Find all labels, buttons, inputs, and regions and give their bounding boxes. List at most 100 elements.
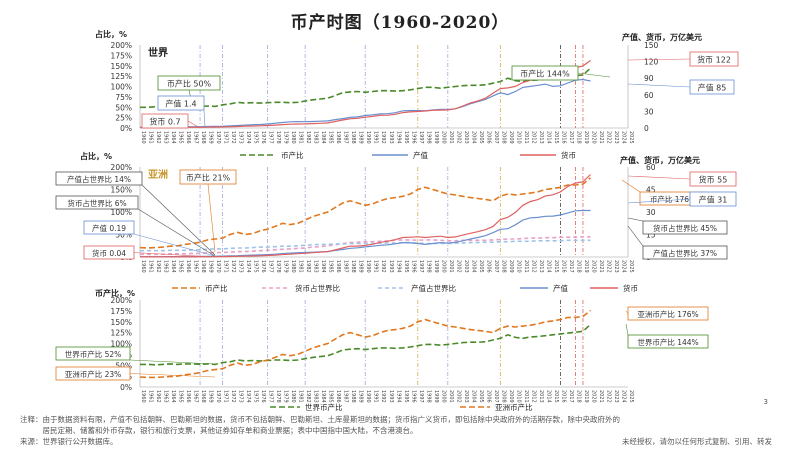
x-tick-label: 2022 bbox=[605, 260, 611, 273]
annotation-label: 币产比 176% bbox=[650, 194, 696, 204]
x-tick-label: 2015 bbox=[553, 260, 559, 273]
y-tick-label-right: 0 bbox=[644, 124, 649, 133]
x-tick-label: 1962 bbox=[155, 260, 161, 273]
annotation-box bbox=[83, 220, 135, 235]
annotation-leader bbox=[129, 359, 216, 365]
x-tick-label: 2005 bbox=[478, 131, 484, 144]
x-tick-label: 2025 bbox=[628, 390, 634, 403]
x-tick-label: 1971 bbox=[223, 131, 229, 144]
panel-title: 世界 bbox=[148, 46, 168, 59]
x-tick-label: 1967 bbox=[193, 260, 199, 273]
annotation-leader bbox=[627, 225, 644, 247]
x-tick-label: 1961 bbox=[148, 131, 154, 144]
page-number: 3 bbox=[763, 398, 768, 406]
x-tick-label: 1982 bbox=[305, 390, 311, 403]
y-tick-label: 150% bbox=[111, 318, 132, 327]
annotation-box bbox=[55, 171, 143, 186]
annotation-label: 产值 1.4 bbox=[165, 99, 196, 109]
x-tick-label: 1961 bbox=[148, 260, 154, 273]
x-tick-label: 1969 bbox=[208, 131, 214, 144]
x-tick-label: 1994 bbox=[395, 260, 401, 273]
x-tick-label: 1968 bbox=[200, 390, 206, 403]
x-tick-label: 1967 bbox=[193, 131, 199, 144]
x-tick-label: 2009 bbox=[508, 260, 514, 273]
annotation-label: 币产比 144% bbox=[520, 69, 570, 79]
y-tick-label-right: 90 bbox=[644, 74, 654, 83]
annotation-leader bbox=[627, 83, 691, 88]
x-tick-label: 2023 bbox=[613, 131, 619, 144]
x-tick-label: 1987 bbox=[343, 260, 349, 273]
y-tick-label: 50% bbox=[115, 103, 132, 112]
x-tick-label: 1964 bbox=[170, 260, 176, 273]
x-tick-label: 2012 bbox=[530, 260, 536, 273]
x-tick-label: 1998 bbox=[425, 260, 431, 273]
x-tick-label: 1976 bbox=[260, 260, 266, 273]
x-tick-label: 1968 bbox=[200, 260, 206, 273]
x-tick-label: 1966 bbox=[185, 131, 191, 144]
x-tick-label: 1989 bbox=[358, 390, 364, 403]
x-tick-label: 2025 bbox=[628, 131, 634, 144]
annotation-leader bbox=[621, 179, 641, 193]
x-tick-label: 2005 bbox=[478, 390, 484, 403]
x-tick-label: 2014 bbox=[545, 390, 551, 403]
series-line bbox=[140, 236, 591, 256]
x-tick-label: 1990 bbox=[365, 131, 371, 144]
y-tick-label-right: 120 bbox=[644, 58, 659, 67]
x-tick-label: 1990 bbox=[365, 260, 371, 273]
x-tick-label: 2001 bbox=[448, 260, 454, 273]
x-tick-label: 1993 bbox=[388, 390, 394, 403]
y-tick-label: 0% bbox=[120, 383, 132, 392]
x-tick-label: 1971 bbox=[223, 260, 229, 273]
x-tick-label: 2015 bbox=[553, 131, 559, 144]
annotation-leader bbox=[187, 120, 201, 129]
annotation-label: 货币 0.04 bbox=[92, 248, 126, 258]
x-tick-label: 1977 bbox=[268, 390, 274, 403]
x-tick-label: 2011 bbox=[523, 390, 529, 403]
x-tick-label: 1963 bbox=[163, 131, 169, 144]
y-tick-label: 125% bbox=[111, 329, 132, 338]
y-tick-label: 50% bbox=[115, 231, 132, 240]
y-tick-label-right: 30 bbox=[646, 208, 656, 217]
y-axis-label-right: 产值、货币，万亿美元 bbox=[620, 155, 700, 165]
x-tick-label: 2007 bbox=[493, 260, 499, 273]
x-tick-label: 2024 bbox=[620, 260, 626, 273]
annotation-leader bbox=[207, 183, 216, 253]
x-tick-label: 2012 bbox=[530, 131, 536, 144]
x-tick-label: 2004 bbox=[470, 390, 476, 403]
x-tick-label: 1968 bbox=[200, 131, 206, 144]
x-tick-label: 1995 bbox=[403, 131, 409, 144]
x-tick-label: 2020 bbox=[590, 260, 596, 273]
x-tick-label: 1965 bbox=[178, 390, 184, 403]
x-tick-label: 1974 bbox=[245, 131, 251, 144]
x-tick-label: 1986 bbox=[335, 260, 341, 273]
x-tick-label: 2021 bbox=[598, 260, 604, 273]
x-tick-label: 1979 bbox=[283, 131, 289, 144]
x-tick-label: 2024 bbox=[620, 390, 626, 403]
x-tick-label: 1994 bbox=[395, 390, 401, 403]
x-tick-label: 1982 bbox=[305, 131, 311, 144]
x-tick-label: 2021 bbox=[598, 390, 604, 403]
x-tick-label: 1967 bbox=[193, 390, 199, 403]
annotation-label: 货币占世界比 45% bbox=[653, 223, 717, 233]
y-tick-label: 150% bbox=[111, 186, 132, 195]
x-tick-label: 1964 bbox=[170, 390, 176, 403]
x-tick-label: 2000 bbox=[440, 260, 446, 273]
x-tick-label: 2003 bbox=[463, 260, 469, 273]
x-tick-label: 2006 bbox=[485, 390, 491, 403]
annotation-label: 货币占世界比 6% bbox=[67, 198, 126, 208]
x-tick-label: 2002 bbox=[455, 390, 461, 403]
x-tick-label: 2022 bbox=[605, 131, 611, 144]
x-tick-label: 1997 bbox=[418, 260, 424, 273]
x-tick-label: 1995 bbox=[403, 390, 409, 403]
y-tick-label: 200% bbox=[111, 296, 132, 305]
x-tick-label: 1974 bbox=[245, 260, 251, 273]
y-tick-label: 175% bbox=[111, 307, 132, 316]
footnote-line-2: 居民定期、储蓄和外币存款，银行和旅行支票，其他证券如存单和商业票据；表中中国指中… bbox=[20, 426, 418, 435]
series-line bbox=[140, 78, 591, 128]
x-tick-label: 1976 bbox=[260, 131, 266, 144]
legend-label: 货币 bbox=[623, 283, 638, 293]
annotation-label: 产值 31 bbox=[699, 195, 728, 205]
x-tick-label: 1961 bbox=[148, 390, 154, 403]
x-tick-label: 1960 bbox=[140, 390, 146, 403]
